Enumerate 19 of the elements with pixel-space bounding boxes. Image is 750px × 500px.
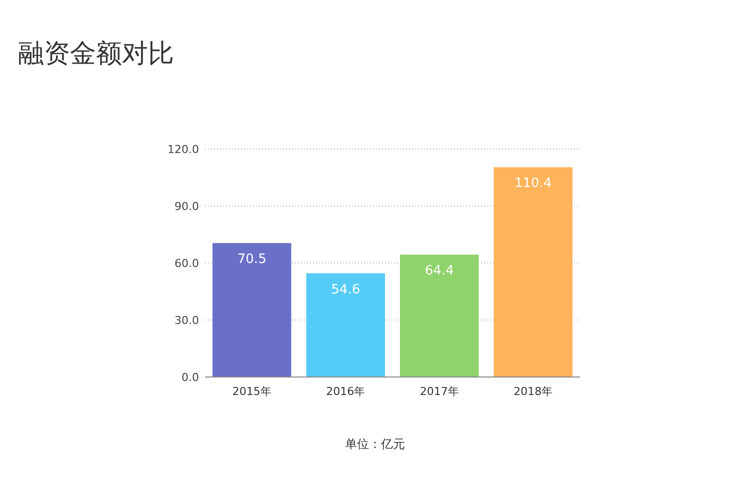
data-label: 64.4 [424,264,454,279]
text: 单位：亿元 [345,437,405,451]
data-label: 54.6 [331,282,360,298]
bar [494,167,572,377]
x-tick-label: 2018年 [514,385,553,398]
bar [306,273,385,377]
y-tick-label: 120.0 [168,143,199,156]
y-tick-label: 0.0 [182,371,199,384]
y-tick-label: 30.0 [174,314,199,327]
bar [400,254,479,377]
x-tick-label: 2015年 [232,385,272,398]
data-label: 110.4 [514,176,552,192]
x-tick-label: 2017年 [420,385,459,398]
data-label: 70.5 [237,252,266,268]
x-tick-label: 2016年 [326,385,366,398]
bar [212,243,292,377]
chart-title: 融资金额对比 [18,39,174,69]
y-tick-label: 60.0 [174,257,199,270]
y-tick-label: 90.0 [174,200,199,213]
